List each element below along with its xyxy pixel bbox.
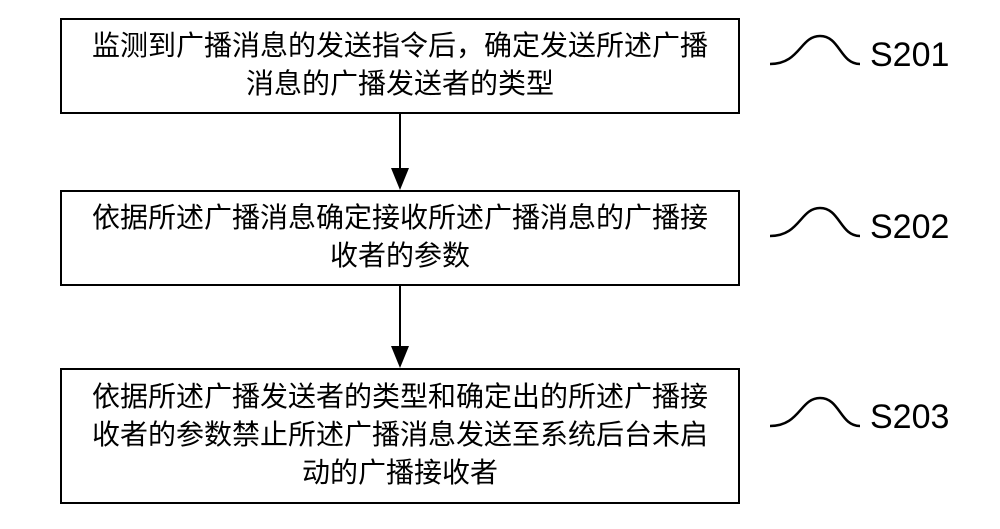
step-label-s201: S201 xyxy=(870,36,949,75)
connector-curve-s202 xyxy=(770,206,860,266)
flowchart-canvas: 监测到广播消息的发送指令后，确定发送所述广播消息的广播发送者的类型 依据所述广播… xyxy=(0,0,1000,529)
step-label-s202: S202 xyxy=(870,208,949,247)
connector-curve-s201 xyxy=(770,34,860,94)
step-text-s203: 依据所述广播发送者的类型和确定出的所述广播接收者的参数禁止所述广播消息发送至系统… xyxy=(80,379,720,492)
step-text-s202: 依据所述广播消息确定接收所述广播消息的广播接收者的参数 xyxy=(80,200,720,276)
step-box-s203: 依据所述广播发送者的类型和确定出的所述广播接收者的参数禁止所述广播消息发送至系统… xyxy=(60,368,740,504)
step-text-s201: 监测到广播消息的发送指令后，确定发送所述广播消息的广播发送者的类型 xyxy=(80,28,720,104)
arrow-1-2 xyxy=(391,114,409,190)
step-box-s202: 依据所述广播消息确定接收所述广播消息的广播接收者的参数 xyxy=(60,190,740,286)
connector-curve-s203 xyxy=(770,396,860,456)
step-label-s203: S203 xyxy=(870,398,949,437)
arrow-2-3 xyxy=(391,286,409,368)
step-box-s201: 监测到广播消息的发送指令后，确定发送所述广播消息的广播发送者的类型 xyxy=(60,18,740,114)
